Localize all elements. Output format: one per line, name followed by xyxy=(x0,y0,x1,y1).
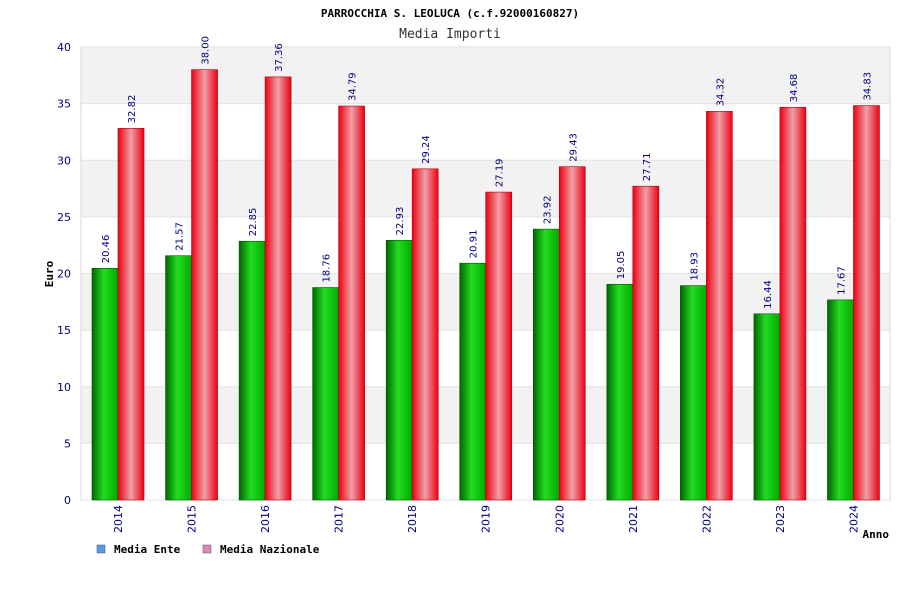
data-labels: 20.46 32.82 21.57 38.00 22.85 37.36 18.76 34.79… xyxy=(101,36,873,309)
x-tick-label: 2024 xyxy=(847,505,860,533)
y-tick-label: 10 xyxy=(57,381,71,394)
bar xyxy=(238,240,266,501)
bar xyxy=(411,168,439,501)
bar xyxy=(312,287,339,501)
bar xyxy=(264,76,292,501)
x-tick-label: 2015 xyxy=(186,505,199,533)
bar xyxy=(459,262,487,501)
data-label: 29.43 xyxy=(568,133,579,162)
data-label: 29.24 xyxy=(421,135,432,164)
y-axis-label: Euro xyxy=(43,260,56,287)
x-tick-label: 2016 xyxy=(259,505,272,533)
x-tick-label: 2020 xyxy=(553,505,566,533)
x-tick-label: 2014 xyxy=(112,505,125,533)
legend-label: Media Ente xyxy=(114,543,181,556)
bar xyxy=(338,105,365,501)
data-label: 22.85 xyxy=(248,208,259,237)
bar xyxy=(485,191,513,501)
data-label: 20.46 xyxy=(101,235,112,264)
y-tick-label: 15 xyxy=(57,324,71,337)
bar xyxy=(91,267,119,501)
y-tick-label: 0 xyxy=(64,494,71,507)
data-label: 34.83 xyxy=(862,72,873,101)
x-tick-label: 2021 xyxy=(627,505,640,533)
y-tick-label: 5 xyxy=(64,437,71,450)
bar xyxy=(706,111,733,501)
data-label: 34.32 xyxy=(715,78,726,107)
bars xyxy=(91,69,880,501)
y-axis-ticks: 0 5 10 15 20 25 30 35 40 xyxy=(57,41,71,507)
data-label: 20.91 xyxy=(469,230,480,259)
legend: Media Ente Media Nazionale xyxy=(96,543,320,556)
bar xyxy=(117,128,145,501)
data-label: 22.93 xyxy=(395,207,406,236)
data-label: 17.67 xyxy=(836,266,847,295)
x-tick-label: 2018 xyxy=(406,505,419,533)
x-tick-label: 2017 xyxy=(333,505,346,533)
x-axis-ticks: 2014 2015 2016 2017 2018 2019 2020 2021 2022 2023… xyxy=(112,505,860,533)
data-label: 37.36 xyxy=(274,43,285,72)
y-tick-label: 20 xyxy=(57,268,71,281)
y-tick-label: 35 xyxy=(57,98,71,111)
bar xyxy=(165,255,192,501)
bar xyxy=(779,106,807,501)
data-label: 23.92 xyxy=(542,195,553,224)
x-axis-label: Anno xyxy=(863,528,890,541)
bar xyxy=(753,313,781,501)
bar xyxy=(632,185,660,501)
data-label: 34.79 xyxy=(348,72,359,101)
bar xyxy=(827,299,854,501)
bar xyxy=(680,285,707,501)
data-label: 19.05 xyxy=(616,251,627,280)
data-label: 27.19 xyxy=(495,158,506,187)
x-tick-label: 2022 xyxy=(700,505,713,533)
bar xyxy=(606,283,634,501)
bar xyxy=(532,228,560,501)
data-label: 16.44 xyxy=(763,280,774,309)
bar xyxy=(385,240,413,501)
data-label: 21.57 xyxy=(175,222,186,251)
y-tick-label: 40 xyxy=(57,41,71,54)
bar xyxy=(191,69,218,501)
data-label: 34.68 xyxy=(789,74,800,103)
bar xyxy=(558,166,586,501)
y-tick-label: 30 xyxy=(57,154,71,167)
chart-title: PARROCCHIA S. LEOLUCA (c.f.92000160827) xyxy=(321,7,579,20)
data-label: 18.76 xyxy=(322,254,333,283)
legend-swatch xyxy=(202,544,212,554)
data-label: 38.00 xyxy=(201,36,212,65)
chart-subtitle: Media Importi xyxy=(399,27,501,42)
legend-label: Media Nazionale xyxy=(220,543,320,556)
data-label: 18.93 xyxy=(689,252,700,281)
legend-swatch xyxy=(96,544,106,554)
data-label: 27.71 xyxy=(642,153,653,182)
x-tick-label: 2019 xyxy=(480,505,493,533)
data-label: 32.82 xyxy=(127,95,138,124)
x-tick-label: 2023 xyxy=(774,505,787,533)
bar xyxy=(853,105,880,501)
y-tick-label: 25 xyxy=(57,211,71,224)
